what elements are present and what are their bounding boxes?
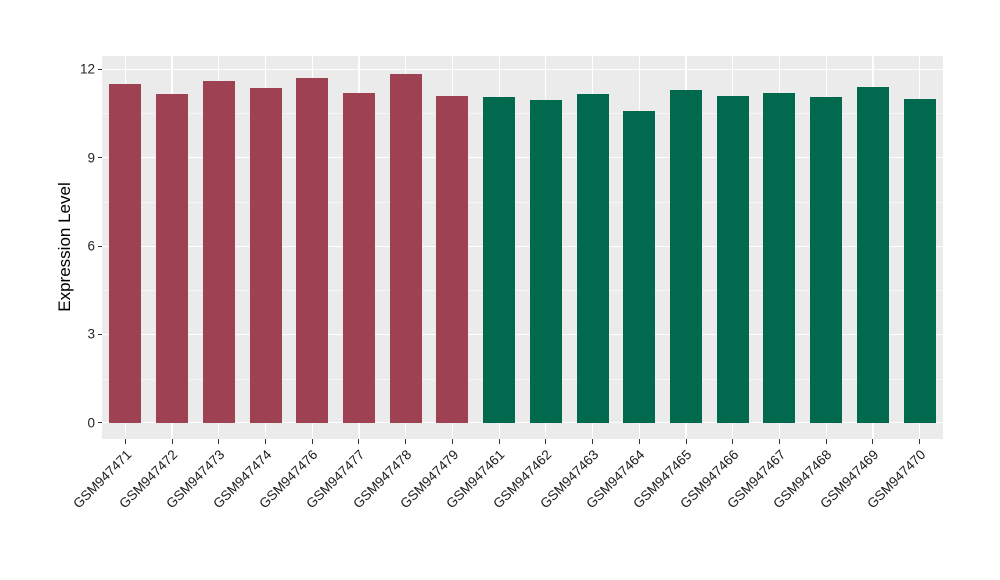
y-tick-mark	[97, 333, 102, 335]
x-tick-mark	[171, 439, 173, 444]
y-tick-label: 3	[87, 326, 95, 342]
gridline-minor-horizontal	[102, 290, 943, 292]
x-tick-mark	[451, 439, 453, 444]
gridline-minor-horizontal	[102, 201, 943, 203]
x-tick-mark	[638, 439, 640, 444]
x-tick-mark	[545, 439, 547, 444]
bar-GSM947479	[436, 95, 469, 423]
bar-GSM947465	[670, 89, 703, 423]
x-tick-mark	[218, 439, 220, 444]
x-tick-mark	[592, 439, 594, 444]
bar-GSM947467	[763, 92, 796, 423]
x-tick-mark	[872, 439, 874, 444]
plot-panel	[102, 56, 943, 439]
bar-GSM947462	[529, 100, 562, 423]
y-tick-mark	[97, 245, 102, 247]
x-tick-mark	[685, 439, 687, 444]
x-tick-mark	[919, 439, 921, 444]
gridline-major-horizontal	[102, 68, 943, 70]
gridline-minor-horizontal	[102, 113, 943, 115]
y-axis-title: Expression Level	[55, 182, 74, 312]
gridline-major-horizontal	[102, 333, 943, 336]
x-tick-mark	[311, 439, 313, 444]
x-tick-mark	[778, 439, 780, 444]
bar-GSM947471	[109, 83, 142, 423]
y-tick-label: 9	[87, 150, 95, 166]
gridline-major-horizontal	[102, 245, 943, 247]
x-tick-mark	[124, 439, 126, 444]
y-tick-label: 0	[87, 415, 95, 431]
bar-GSM947474	[249, 88, 282, 423]
y-tick-label: 6	[87, 238, 95, 254]
bar-GSM947461	[483, 97, 516, 423]
bar-GSM947468	[810, 97, 843, 423]
bar-GSM947472	[156, 94, 189, 423]
y-tick-mark	[97, 422, 102, 424]
x-tick-mark	[405, 439, 407, 444]
bar-GSM947470	[903, 98, 936, 423]
y-tick-label: 12	[79, 61, 95, 77]
bar-GSM947466	[716, 95, 749, 423]
x-tick-mark	[358, 439, 360, 444]
y-tick-mark	[97, 157, 102, 159]
bar-GSM947476	[296, 78, 329, 423]
gridline-major-horizontal	[102, 422, 943, 424]
bar-GSM947463	[576, 94, 609, 423]
bar-GSM947473	[202, 81, 235, 423]
x-tick-mark	[265, 439, 267, 444]
bar-GSM947478	[389, 73, 422, 423]
bar-GSM947469	[856, 86, 889, 423]
gridline-minor-horizontal	[102, 378, 943, 380]
x-tick-mark	[732, 439, 734, 444]
x-tick-mark	[825, 439, 827, 444]
x-tick-mark	[498, 439, 500, 444]
y-tick-mark	[97, 68, 102, 70]
gridline-major-horizontal	[102, 157, 943, 159]
bar-GSM947464	[623, 110, 656, 423]
bar-GSM947477	[342, 92, 375, 423]
